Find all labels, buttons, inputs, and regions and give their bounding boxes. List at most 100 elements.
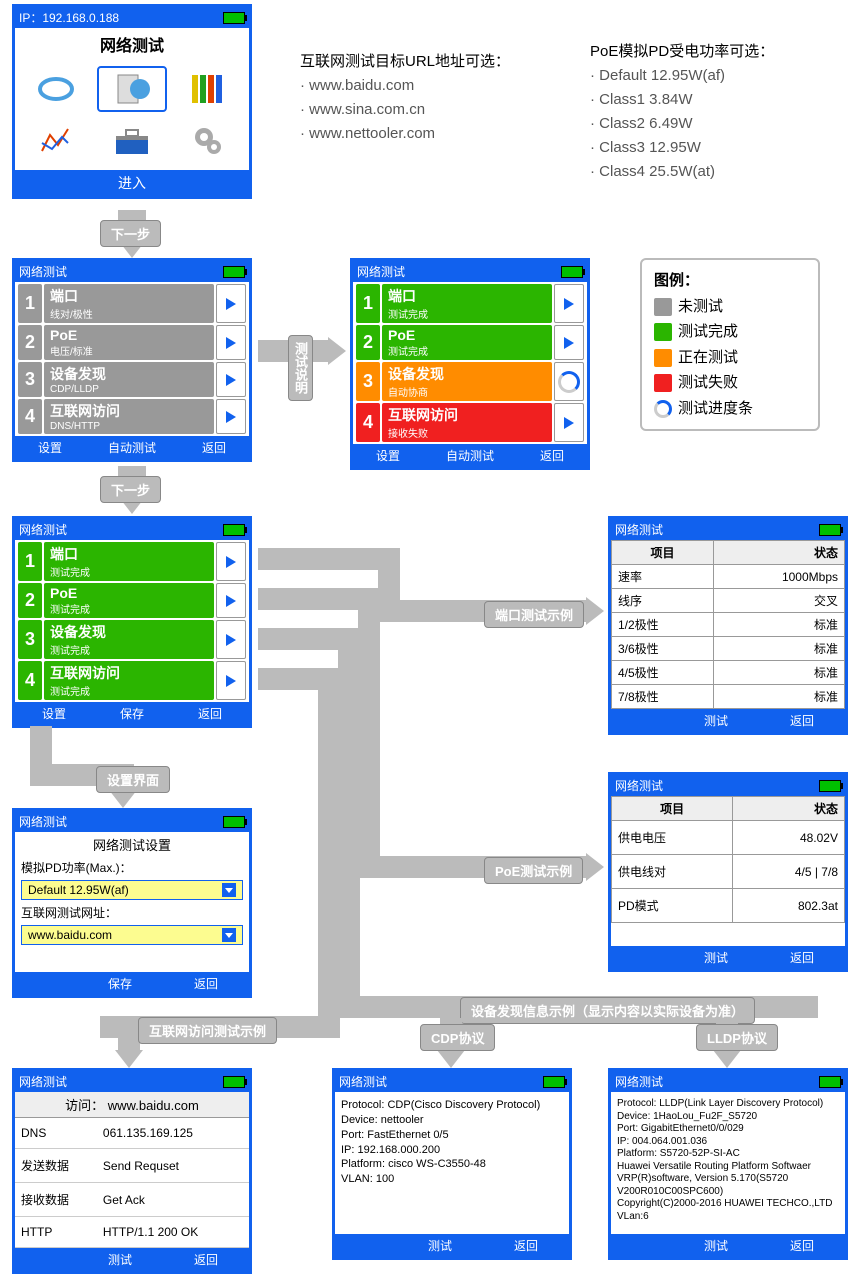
arrow-icon <box>564 298 574 310</box>
detail-button[interactable] <box>216 620 246 659</box>
arrow-icon <box>226 337 236 349</box>
port-table-screen: 网络测试 项目状态 速率1000Mbps线序交叉1/2极性标准3/6极性标准4/… <box>608 516 848 735</box>
internet-screen: 网络测试 访问： www.baidu.com DNS061.135.169.12… <box>12 1068 252 1274</box>
port-table: 项目状态 速率1000Mbps线序交叉1/2极性标准3/6极性标准4/5极性标准… <box>611 540 845 709</box>
battery-icon <box>819 1076 841 1088</box>
detail-button[interactable] <box>554 362 584 401</box>
lldp-screen: 网络测试 Protocol: LLDP(Link Layer Discovery… <box>608 1068 848 1260</box>
test-row: 2PoE测试完成 <box>356 325 584 360</box>
lldp-label: LLDP协议 <box>696 1024 778 1051</box>
arrow-icon <box>226 675 236 687</box>
test-row: 4互联网访问测试完成 <box>18 661 246 700</box>
test-row: 3设备发现自动协商 <box>356 362 584 401</box>
arrow-head-icon <box>437 1050 465 1068</box>
cdp-screen: 网络测试 Protocol: CDP(Cisco Discovery Proto… <box>332 1068 572 1260</box>
cable-icon[interactable] <box>21 66 91 112</box>
cdp-label: CDP协议 <box>420 1024 495 1051</box>
desc-label: 测试说明 <box>288 335 313 401</box>
screen-header: IP：192.168.0.188 <box>15 7 249 28</box>
flow-arrow <box>258 548 378 570</box>
battery-icon <box>819 780 841 792</box>
arrow-head-icon <box>328 337 346 365</box>
detail-button[interactable] <box>216 542 246 581</box>
bars-icon[interactable] <box>173 66 243 112</box>
enter-btn[interactable]: 进入 <box>118 173 146 193</box>
flow-arrow <box>258 588 358 610</box>
toolbox-icon[interactable] <box>97 118 167 164</box>
flow-arrow <box>258 628 338 650</box>
battery-icon <box>223 816 245 828</box>
arrow-icon <box>226 556 236 568</box>
chevron-down-icon <box>222 928 236 942</box>
url-info: 互联网测试目标URL地址可选： · www.baidu.com · www.si… <box>300 50 510 146</box>
test-row: 3设备发现测试完成 <box>18 620 246 659</box>
battery-icon <box>223 1076 245 1088</box>
network-icon[interactable] <box>97 66 167 112</box>
battery-icon <box>543 1076 565 1088</box>
test-row: 1端口线对/极性 <box>18 284 246 323</box>
test-row: 1端口测试完成 <box>356 284 584 323</box>
poe-example-label: PoE测试示例 <box>484 857 583 884</box>
ip-text: IP：192.168.0.188 <box>19 9 119 26</box>
arrow-head-icon <box>586 597 604 625</box>
gear-icon[interactable] <box>173 118 243 164</box>
chart-icon[interactable] <box>21 118 91 164</box>
arrow-head-icon <box>115 1050 143 1068</box>
port-example-label: 端口测试示例 <box>484 601 584 628</box>
detail-button[interactable] <box>216 362 246 397</box>
next-label: 下一步 <box>100 220 161 247</box>
battery-icon <box>223 12 245 24</box>
detail-button[interactable] <box>216 399 246 434</box>
detail-button[interactable] <box>216 325 246 360</box>
settings-screen: 网络测试 网络测试设置 模拟PD功率(Max.)： Default 12.95W… <box>12 808 252 998</box>
arrow-icon <box>226 411 236 423</box>
detail-button[interactable] <box>554 403 584 442</box>
url-dropdown[interactable]: www.baidu.com <box>21 925 243 945</box>
internet-example-label: 互联网访问测试示例 <box>138 1017 277 1044</box>
chevron-down-icon <box>222 883 236 897</box>
detail-button[interactable] <box>554 325 584 360</box>
poe-table-screen: 网络测试 项目状态 供电电压48.02V供电线对4/5 | 7/8PD模式802… <box>608 772 848 972</box>
lldp-info: Protocol: LLDP(Link Layer Discovery Prot… <box>611 1092 845 1229</box>
flow-arrow <box>358 588 380 878</box>
detail-button[interactable] <box>216 661 246 700</box>
arrow-icon <box>564 417 574 429</box>
internet-table: DNS061.135.169.125发送数据Send Requset接收数据Ge… <box>15 1118 249 1248</box>
test-row: 4互联网访问DNS/HTTP <box>18 399 246 434</box>
battery-icon <box>223 266 245 278</box>
arrow-icon <box>564 337 574 349</box>
arrow-icon <box>226 374 236 386</box>
test-row: 4互联网访问接收失败 <box>356 403 584 442</box>
spinner-icon <box>558 371 580 393</box>
detail-button[interactable] <box>216 583 246 618</box>
screen-footer: 进入 <box>15 170 249 196</box>
spinner-icon <box>654 400 672 418</box>
battery-icon <box>561 266 583 278</box>
discovery-label: 设备发现信息示例（显示内容以实际设备为准） <box>460 997 755 1024</box>
next-label: 下一步 <box>100 476 161 503</box>
battery-icon <box>819 524 841 536</box>
flow-arrow <box>258 668 318 690</box>
test-screen-colored: 网络测试 1端口测试完成2PoE测试完成3设备发现自动协商4互联网访问接收失败 … <box>350 258 590 470</box>
test-row: 3设备发现CDP/LLDP <box>18 362 246 397</box>
arrow-icon <box>226 298 236 310</box>
battery-icon <box>223 524 245 536</box>
pd-dropdown[interactable]: Default 12.95W(af) <box>21 880 243 900</box>
detail-button[interactable] <box>554 284 584 323</box>
arrow-head-icon <box>586 853 604 881</box>
detail-button[interactable] <box>216 284 246 323</box>
test-row: 2PoE测试完成 <box>18 583 246 618</box>
poe-table: 项目状态 供电电压48.02V供电线对4/5 | 7/8PD模式802.3at <box>611 796 845 923</box>
settings-ui-label: 设置界面 <box>96 766 170 793</box>
flow-arrow <box>338 628 360 1018</box>
cdp-info: Protocol: CDP(Cisco Discovery Protocol)D… <box>335 1092 569 1193</box>
arrow-icon <box>226 595 236 607</box>
poe-info: PoE模拟PD受电功率可选： · Default 12.95W(af) · Cl… <box>590 40 774 184</box>
arrow-icon <box>226 634 236 646</box>
test-screen-gray: 网络测试 1端口线对/极性2PoE电压/标准3设备发现CDP/LLDP4互联网访… <box>12 258 252 462</box>
flow-arrow <box>318 668 340 1038</box>
test-row: 2PoE电压/标准 <box>18 325 246 360</box>
test-row: 1端口测试完成 <box>18 542 246 581</box>
menu-grid <box>15 60 249 170</box>
main-menu-screen: IP：192.168.0.188 网络测试 进入 <box>12 4 252 199</box>
